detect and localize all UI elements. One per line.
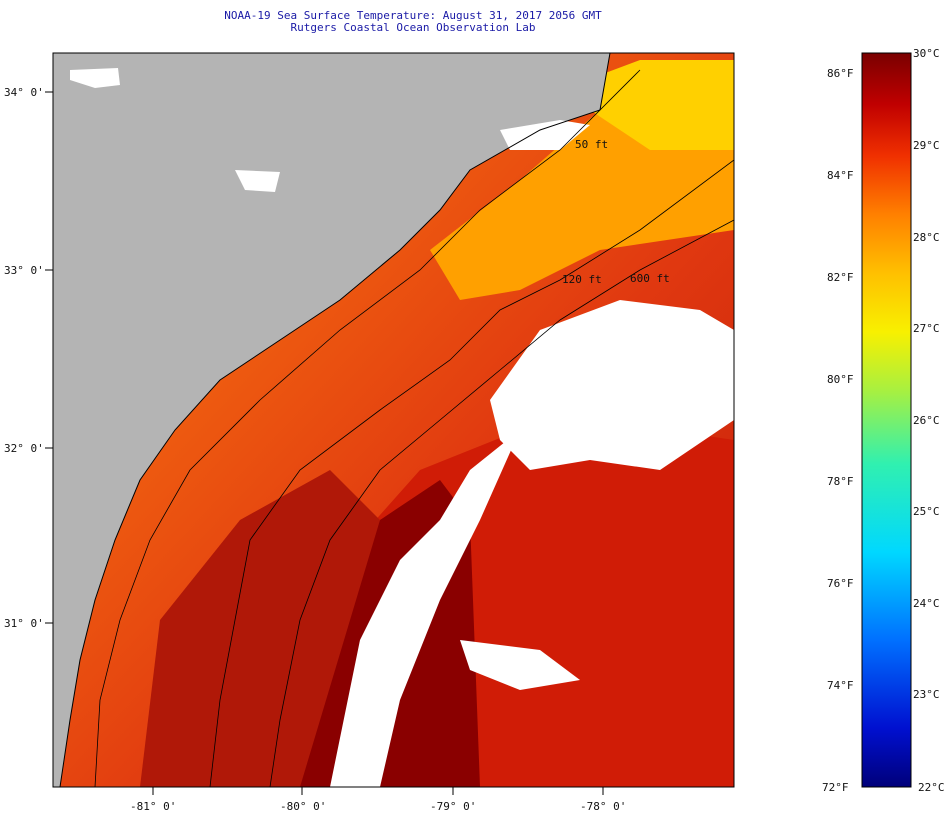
isobath-600ft xyxy=(269,219,734,787)
map-title: NOAA-19 Sea Surface Temperature: August … xyxy=(224,9,602,22)
c-label-22: 22°C xyxy=(918,781,944,794)
lon-label-78: -78° 0' xyxy=(580,800,626,813)
isobath-120ft xyxy=(209,159,734,787)
isobath-label-120ft: 120 ft xyxy=(562,273,602,286)
cloud-patch-south xyxy=(460,640,580,690)
c-label-30: 30°C xyxy=(913,47,940,60)
colorbar-gradient xyxy=(861,52,912,788)
f-label-78: 78°F xyxy=(827,475,854,488)
cloud-band-west xyxy=(330,430,520,787)
lon-label-79: -79° 0' xyxy=(430,800,476,813)
f-label-86: 86°F xyxy=(827,67,854,80)
lat-label-31: 31° 0' xyxy=(4,617,44,630)
c-label-23: 23°C xyxy=(913,688,940,701)
colorbar-celsius-labels: 30°C 29°C 28°C 27°C 26°C 25°C 24°C 23°C … xyxy=(913,47,944,794)
c-label-25: 25°C xyxy=(913,505,940,518)
lat-label-32: 32° 0' xyxy=(4,442,44,455)
c-label-28: 28°C xyxy=(913,231,940,244)
c-label-26: 26°C xyxy=(913,414,940,427)
f-label-84: 84°F xyxy=(827,169,854,182)
lat-label-34: 34° 0' xyxy=(4,86,44,99)
cloud-patch-east xyxy=(490,300,734,470)
map-frame xyxy=(52,52,735,788)
shelf-warm-band xyxy=(140,470,380,787)
lon-label-81: -81° 0' xyxy=(130,800,176,813)
lon-label-80: -80° 0' xyxy=(280,800,326,813)
map-subtitle: Rutgers Coastal Ocean Observation Lab xyxy=(290,21,536,34)
cloud-inland-2 xyxy=(235,170,280,192)
f-label-74: 74°F xyxy=(827,679,854,692)
land xyxy=(53,53,610,787)
lat-label-33: 33° 0' xyxy=(4,264,44,277)
isobath-label-600ft: 600 ft xyxy=(630,272,670,285)
f-label-76: 76°F xyxy=(827,577,854,590)
isobath-label-50ft: 50 ft xyxy=(575,138,608,151)
c-label-24: 24°C xyxy=(913,597,940,610)
colorbar: 86°F 84°F 82°F 80°F 78°F 76°F 74°F 72°F … xyxy=(822,47,944,794)
f-label-82: 82°F xyxy=(827,271,854,284)
f-label-72: 72°F xyxy=(822,781,849,794)
cloud-inland-1 xyxy=(70,68,120,88)
sst-map: 50 ft 120 ft 600 ft xyxy=(53,53,734,787)
isobath-50ft xyxy=(94,69,641,787)
colorbar-fahrenheit-labels: 86°F 84°F 82°F 80°F 78°F 76°F 74°F 72°F xyxy=(822,67,854,794)
coastline xyxy=(59,53,611,787)
f-label-80: 80°F xyxy=(827,373,854,386)
c-label-27: 27°C xyxy=(913,322,940,335)
c-label-29: 29°C xyxy=(913,139,940,152)
latitude-axis: 34° 0' 33° 0' 32° 0' 31° 0' xyxy=(4,86,53,630)
longitude-axis: -81° 0' -80° 0' -79° 0' -78° 0' xyxy=(130,787,626,813)
